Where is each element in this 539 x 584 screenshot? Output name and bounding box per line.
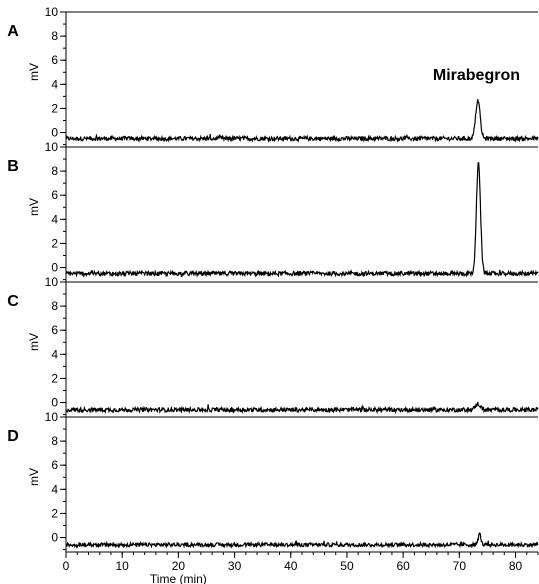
panel-D-ylabel: mV — [27, 468, 41, 486]
panel-B-y-tick-label: 10 — [45, 140, 59, 154]
panel-D-label: D — [7, 428, 19, 445]
panel-B-y-tick-label: 0 — [51, 261, 58, 275]
panel-B-label: B — [7, 158, 19, 175]
panel-B-ylabel: mV — [27, 198, 41, 216]
panel-C-y-tick-label: 10 — [45, 275, 59, 289]
panel-A-ylabel: mV — [27, 63, 41, 81]
panel-D-y-tick-label: 4 — [51, 482, 58, 496]
panel-A-y-tick-label: 4 — [51, 77, 58, 91]
panel-C-y-tick-label: 6 — [51, 323, 58, 337]
panel-C-trace — [65, 401, 539, 415]
x-tick-label: 50 — [340, 559, 354, 573]
panel-C-y-tick-label: 8 — [51, 299, 58, 313]
panel-A-y-tick-label: 6 — [51, 53, 58, 67]
panel-D-y-tick-label: 10 — [45, 410, 59, 424]
panel-A-y-tick-label: 8 — [51, 29, 58, 43]
x-tick-label: 20 — [172, 559, 186, 573]
panel-A-y-tick-label: 10 — [45, 5, 59, 19]
panel-A-label: A — [7, 23, 19, 40]
panel-B-y-tick-label: 2 — [51, 236, 58, 250]
x-tick-label: 80 — [509, 559, 523, 573]
panel-C-y-tick-label: 2 — [51, 371, 58, 385]
x-tick-label: 0 — [63, 559, 70, 573]
panel-B-y-tick-label: 6 — [51, 188, 58, 202]
panel-D-y-tick-label: 8 — [51, 434, 58, 448]
x-tick-label: 30 — [228, 559, 242, 573]
panel-B-y-tick-label: 8 — [51, 164, 58, 178]
panel-C-y-tick-label: 0 — [51, 396, 58, 410]
panel-A-y-tick-label: 2 — [51, 101, 58, 115]
peak-annotation: Mirabegron — [433, 67, 520, 84]
panel-C-label: C — [7, 293, 19, 310]
panel-A-trace — [65, 99, 539, 144]
panel-D-trace — [65, 532, 539, 549]
panel-C-y-tick-label: 4 — [51, 347, 58, 361]
panel-D-y-tick-label: 0 — [51, 531, 58, 545]
x-tick-label: 10 — [116, 559, 130, 573]
x-tick-label: 60 — [396, 559, 410, 573]
panel-A-y-tick-label: 0 — [51, 126, 58, 140]
panel-B-y-tick-label: 4 — [51, 212, 58, 226]
panel-C-ylabel: mV — [27, 333, 41, 351]
x-tick-label: 70 — [453, 559, 467, 573]
panel-B-trace — [65, 162, 539, 278]
x-axis-label: Time (min) — [150, 572, 207, 584]
x-tick-label: 40 — [284, 559, 298, 573]
panel-D-y-tick-label: 6 — [51, 458, 58, 472]
panel-D-y-tick-label: 2 — [51, 506, 58, 520]
